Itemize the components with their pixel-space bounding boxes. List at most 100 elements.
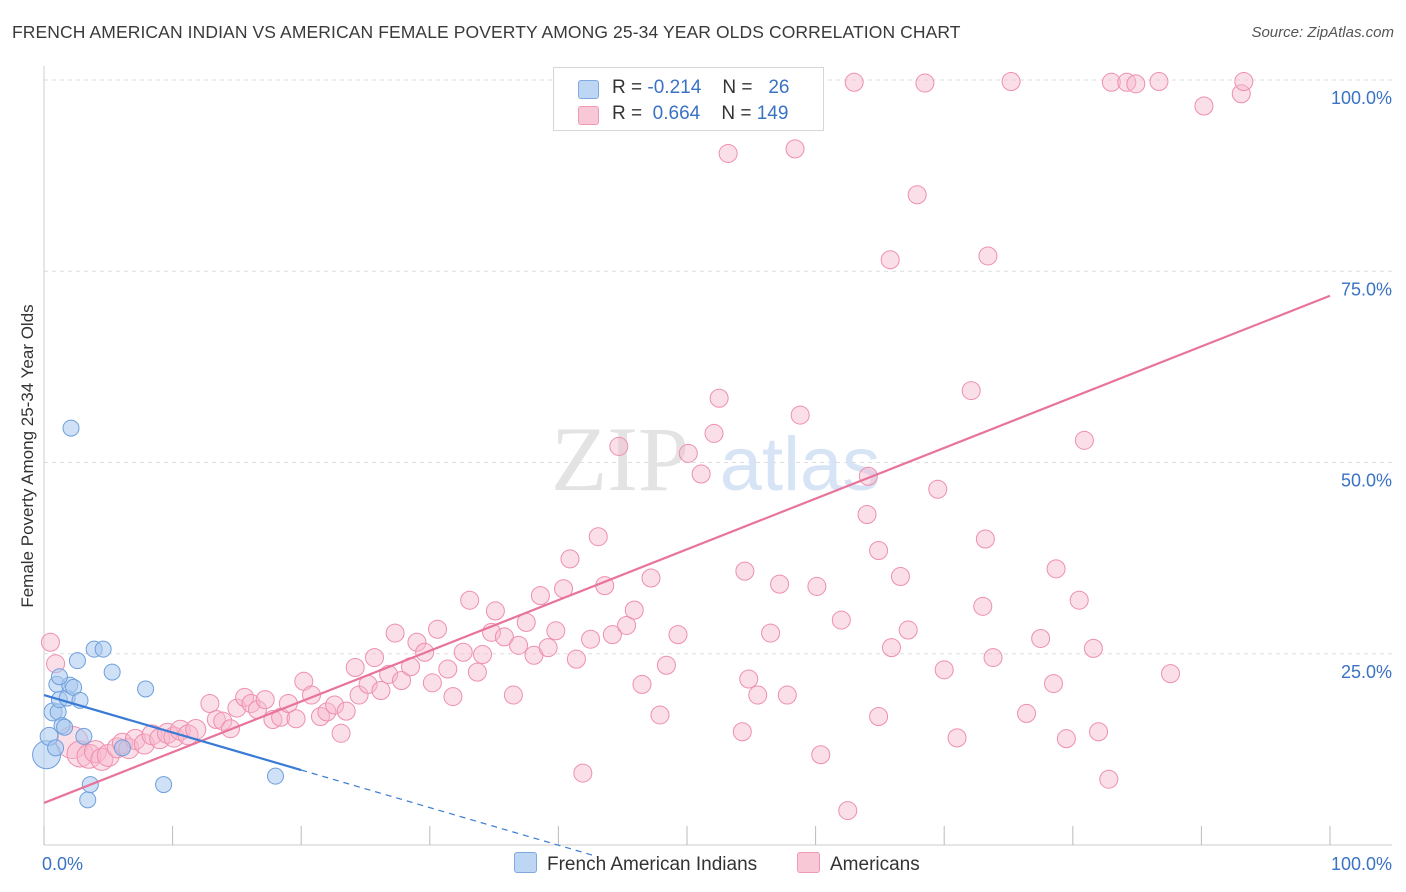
grid-lines [44,79,1392,655]
point-americans [1044,674,1064,694]
point-americans [581,629,601,649]
correlation-legend: R = -0.214 N = 26 R = 0.664 N = 149 [553,67,824,131]
point-americans [1101,72,1121,92]
point-americans [213,711,233,731]
point-americans [566,649,586,669]
bottom-legend-label-blue: French American Indians [547,854,758,875]
point-americans [385,623,405,643]
point-americans [770,574,790,594]
point-americans [546,621,566,641]
bottom-legend-swatch-blue [514,852,537,873]
legend-swatch-pink [578,106,599,125]
point-americans [286,709,306,729]
point-americans [485,601,505,621]
point-americans [975,529,995,549]
point-americans [1017,703,1037,723]
legend-swatch-blue [578,80,599,99]
point-americans [422,673,442,693]
y-tick-label: 25.0% [1341,662,1392,682]
point-americans [509,635,529,655]
point-americans [709,388,729,408]
point-americans [317,702,337,722]
point-americans [90,747,114,771]
point-americans [678,443,698,463]
point-americans [438,659,458,679]
point-americans [748,685,768,705]
point-americans [732,722,752,742]
point-americans [460,590,480,610]
point-americans [83,740,107,764]
point-americans [1149,72,1169,92]
point-americans [811,745,831,765]
trend-line-french-american-indians [43,694,302,772]
point-americans [973,596,993,616]
legend-n-label: N = [721,103,752,124]
point-americans [790,405,810,425]
point-french-american-indians [56,718,74,736]
y-tick-label: 100.0% [1331,88,1392,108]
point-americans [1089,722,1109,742]
point-americans [40,632,60,652]
trend-line-americans [43,294,1331,804]
legend-n-value-pink: 149 [756,103,789,124]
axes [43,66,1392,846]
point-americans [1069,590,1089,610]
point-americans [838,801,858,821]
point-americans [609,436,629,456]
point-americans [1001,72,1021,92]
point-americans [650,705,670,725]
point-americans [407,632,427,652]
point-americans [331,723,351,743]
watermark-zip: ZIP [551,408,689,510]
point-americans [1234,72,1254,92]
source-label: Source: ZipAtlas.com [1251,24,1394,41]
point-french-american-indians [50,668,68,686]
point-americans [777,685,797,705]
point-french-american-indians [113,739,131,757]
point-americans [668,625,688,645]
point-americans [632,674,652,694]
point-americans [961,381,981,401]
point-americans [785,139,805,159]
point-americans [978,246,998,266]
x-tick-label: 100.0% [1331,854,1392,874]
watermark-atlas: atlas [720,422,881,507]
point-americans [200,693,220,713]
point-americans [1126,74,1146,94]
y-axis-label: Female Poverty Among 25-34 Year Olds [18,304,37,608]
point-french-american-indians [266,767,284,785]
point-americans [844,72,864,92]
point-americans [325,695,345,715]
point-americans [1046,559,1066,579]
point-americans [881,638,901,658]
point-americans [473,645,493,665]
point-americans [624,600,644,620]
point-americans [735,561,755,581]
point-americans [345,658,365,678]
point-americans [915,73,935,93]
point-americans [453,642,473,662]
point-americans [880,250,900,270]
tick-labels: 25.0% 50.0% 75.0% 100.0% 0.0% 100.0% [42,88,1392,874]
point-americans [602,625,622,645]
point-americans [494,627,514,647]
point-americans [656,655,676,675]
point-americans [255,690,275,710]
point-americans [538,638,558,658]
bottom-legend-swatch-pink [797,852,820,873]
point-americans [1056,729,1076,749]
point-americans [1194,96,1214,116]
legend-n-value-blue: 26 [768,77,790,98]
bottom-legend-french-american-indians: French American Indians [514,852,757,876]
point-americans [857,505,877,525]
point-americans [206,710,226,730]
legend-r-label: R = [612,77,643,98]
point-americans [739,669,759,689]
point-americans [831,610,851,630]
point-americans [928,479,948,499]
point-french-american-indians [103,663,121,681]
point-americans [617,615,637,635]
point-americans [336,701,356,721]
point-americans [898,620,918,640]
